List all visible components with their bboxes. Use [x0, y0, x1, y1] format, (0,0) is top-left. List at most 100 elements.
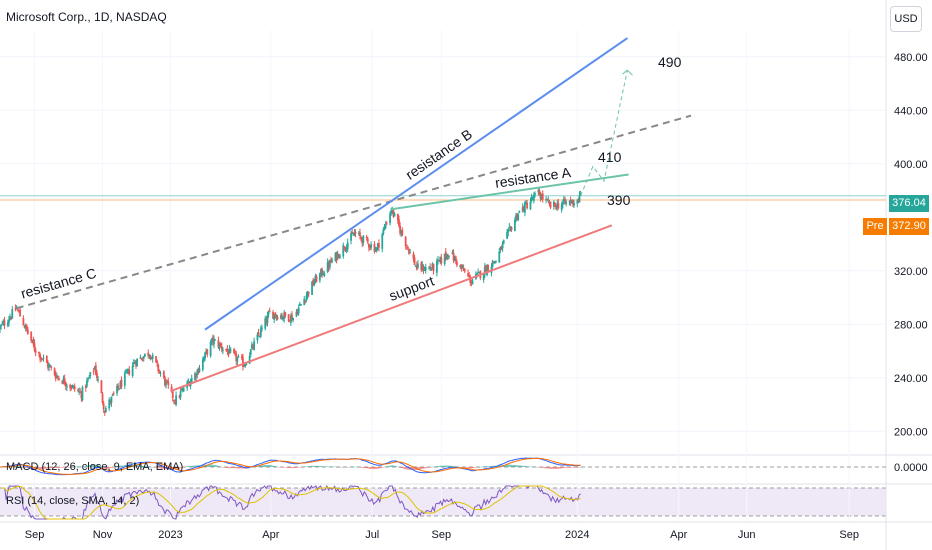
- candle: [273, 313, 276, 324]
- macd-histogram-bar: [193, 465, 196, 467]
- macd-histogram-bar: [536, 466, 538, 468]
- candle: [549, 201, 552, 209]
- macd-histogram-bar: [354, 466, 356, 468]
- candle-body: [159, 372, 162, 374]
- macd-histogram-bar: [431, 466, 434, 468]
- candle: [336, 250, 339, 261]
- candle: [131, 362, 134, 378]
- macd-histogram-bar: [304, 466, 306, 468]
- resistance-c-line[interactable]: [16, 114, 692, 310]
- currency-button[interactable]: USD: [890, 6, 922, 32]
- target-390-label: 390: [607, 192, 631, 208]
- candle: [217, 336, 220, 349]
- macd-histogram-bar: [86, 465, 88, 467]
- candle: [357, 230, 360, 236]
- candle-body: [383, 226, 386, 229]
- macd-histogram-bar: [151, 466, 154, 468]
- candle: [218, 342, 221, 352]
- macd-histogram-bar: [95, 464, 98, 467]
- candle: [126, 368, 128, 375]
- candle-body: [509, 227, 512, 229]
- candle-body: [171, 390, 174, 399]
- candle: [344, 246, 347, 253]
- candle: [279, 313, 282, 320]
- candle-body: [343, 246, 346, 250]
- macd-histogram-bar: [75, 466, 78, 468]
- candle-body: [9, 316, 11, 320]
- candle: [456, 259, 458, 268]
- candle-body: [506, 232, 508, 239]
- macd-histogram-bar: [101, 467, 104, 468]
- candle: [297, 304, 300, 316]
- macd-histogram-bar: [305, 466, 308, 467]
- candle: [77, 388, 79, 393]
- x-tick-label: Apr: [670, 529, 687, 541]
- candle: [424, 263, 427, 274]
- candle-body: [197, 369, 200, 373]
- candle-body: [33, 343, 36, 351]
- candle-body: [517, 214, 520, 220]
- macd-histogram-bar: [519, 465, 521, 467]
- support-line[interactable]: [170, 224, 613, 393]
- candle-body: [297, 307, 300, 314]
- candle: [197, 367, 200, 375]
- macd-histogram-bar: [548, 467, 551, 469]
- candle: [305, 292, 308, 303]
- resistance-b-line[interactable]: [204, 37, 629, 331]
- macd-histogram-bar: [484, 466, 487, 467]
- candle: [444, 247, 447, 261]
- macd-histogram-bar: [77, 466, 79, 468]
- macd-histogram-bar: [411, 467, 414, 470]
- candle-body: [267, 312, 270, 315]
- macd-histogram-bar: [422, 467, 425, 469]
- macd-histogram-bar: [263, 464, 266, 467]
- macd-histogram-bar: [424, 467, 426, 469]
- candle: [483, 263, 486, 279]
- macd-histogram-bar: [276, 466, 278, 467]
- candle: [423, 266, 426, 272]
- candle: [431, 262, 434, 270]
- candle: [448, 255, 451, 259]
- candle: [55, 372, 58, 379]
- macd-histogram-bar: [143, 466, 146, 467]
- candle-body: [323, 273, 326, 276]
- macd-histogram-bar: [537, 467, 540, 468]
- macd-histogram-bar: [372, 467, 375, 470]
- candle: [2, 319, 5, 326]
- macd-indicator-label[interactable]: MACD (12, 26, close, 9, EMA, EMA): [6, 461, 184, 473]
- candle-body: [218, 343, 221, 349]
- candle-body: [172, 400, 175, 402]
- resistance-a-line[interactable]: [391, 173, 629, 211]
- macd-histogram-bar: [161, 467, 163, 469]
- candle: [538, 187, 541, 196]
- candle: [360, 235, 362, 242]
- candle: [30, 331, 33, 344]
- candle: [367, 243, 370, 252]
- candle: [374, 246, 377, 252]
- macd-histogram-bar: [394, 465, 397, 467]
- macd-histogram-bar: [542, 467, 545, 468]
- macd-histogram-bar: [238, 467, 241, 469]
- macd-histogram-bar: [268, 464, 271, 467]
- candle-body: [24, 325, 27, 328]
- candle: [541, 190, 544, 203]
- candle: [446, 253, 448, 260]
- candle: [40, 356, 43, 362]
- candle: [267, 310, 270, 318]
- macd-histogram-bar: [47, 467, 50, 469]
- candle-body: [252, 345, 254, 349]
- projection-path[interactable]: [580, 69, 628, 197]
- macd-histogram-bar: [288, 467, 291, 469]
- macd-histogram-bar: [69, 467, 71, 468]
- macd-histogram-bar: [433, 466, 436, 468]
- rsi-indicator-label[interactable]: RSI (14, close, SMA, 14, 2): [6, 495, 140, 507]
- macd-histogram-bar: [105, 467, 107, 469]
- macd-histogram-bar: [192, 465, 194, 467]
- macd-histogram-bar: [273, 465, 275, 467]
- macd-histogram-bar: [19, 466, 22, 467]
- macd-histogram-bar: [307, 466, 310, 467]
- macd-histogram-bar: [92, 464, 95, 467]
- macd-histogram-bar: [573, 467, 576, 468]
- macd-histogram-bar: [229, 467, 232, 469]
